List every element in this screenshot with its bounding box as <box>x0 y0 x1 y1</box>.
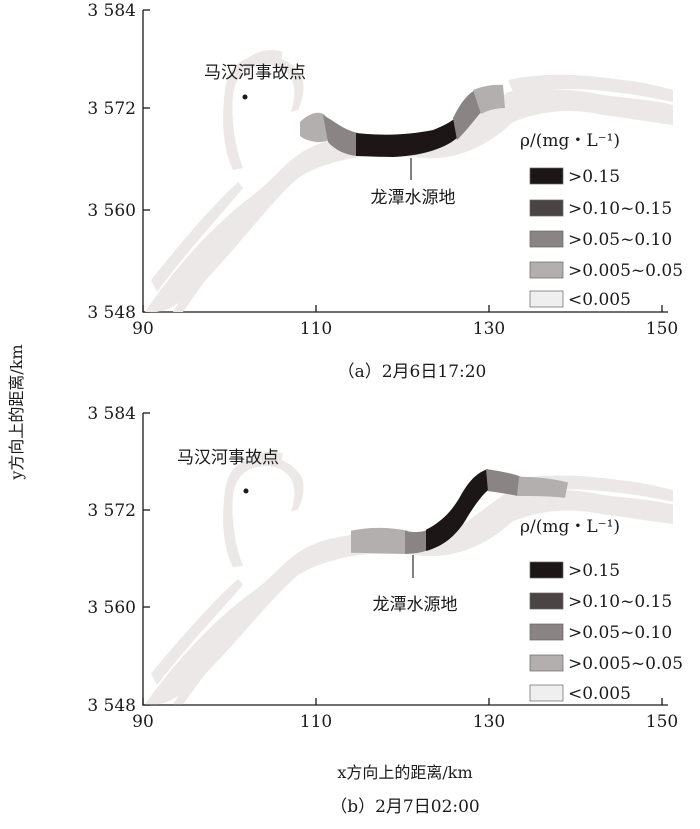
source-label: 龙潭水源地 <box>373 595 458 615</box>
legend-label: >0.05~0.10 <box>568 623 672 643</box>
legend-title: ρ/(mg・L⁻¹) <box>520 517 620 537</box>
legend-swatch <box>529 167 564 185</box>
legend-swatch <box>529 199 564 217</box>
x-tick-label: 90 <box>132 319 154 339</box>
legend-swatch <box>529 684 564 702</box>
legend-swatch <box>529 654 564 672</box>
y-tick-label: 3 584 <box>87 404 136 424</box>
x-tick-label: 150 <box>646 712 678 732</box>
plume-mid <box>323 115 358 156</box>
panel-b-caption: （b）2月7日02:00 <box>330 797 480 817</box>
x-tick-label: 150 <box>646 319 678 339</box>
legend-swatch <box>529 261 564 279</box>
y-tick-label: 3 548 <box>87 696 136 716</box>
legend-label: >0.005~0.05 <box>568 261 683 281</box>
panel-a-river <box>145 50 673 312</box>
y-tick-label: 3 572 <box>87 501 136 521</box>
x-tick-label: 110 <box>300 712 332 732</box>
legend: ρ/(mg・L⁻¹) >0.15 >0.10~0.15 >0.05~0.10 >… <box>520 131 683 310</box>
legend-label: >0.005~0.05 <box>568 654 683 674</box>
legend-swatch <box>529 592 564 610</box>
x-tick-label: 130 <box>473 712 505 732</box>
panel-b: 3 584 3 572 3 560 3 548 90 110 130 150 马… <box>87 404 683 817</box>
legend-title: ρ/(mg・L⁻¹) <box>520 131 620 151</box>
y-tick-label: 3 560 <box>87 598 136 618</box>
legend-swatch <box>529 230 564 248</box>
panel-a: 3 584 3 572 3 560 3 548 90 110 130 150 马… <box>87 1 683 382</box>
y-tick-label: 3 548 <box>87 303 136 323</box>
legend-swatch <box>529 290 564 308</box>
accident-point <box>242 94 248 100</box>
legend: ρ/(mg・L⁻¹) >0.15 >0.10~0.15 >0.05~0.10 >… <box>520 517 683 704</box>
x-tick-label: 130 <box>473 319 505 339</box>
panel-a-axes <box>142 9 668 313</box>
legend-label: <0.005 <box>568 290 631 310</box>
legend-label: >0.15 <box>568 561 620 581</box>
legend-label: >0.05~0.10 <box>568 230 672 250</box>
accident-point <box>243 488 249 494</box>
panel-b-river <box>145 451 673 705</box>
plume-mid <box>453 90 481 140</box>
y-tick-label: 3 584 <box>87 1 136 21</box>
panel-b-axes <box>142 412 668 706</box>
plume-low <box>517 476 568 498</box>
plume-high <box>426 468 488 551</box>
legend-label: >0.10~0.15 <box>568 199 672 219</box>
y-tick-label: 3 572 <box>87 99 136 119</box>
legend-swatch <box>529 623 564 641</box>
x-tick-label: 90 <box>132 712 154 732</box>
plume-high <box>356 118 457 157</box>
plume-low <box>300 112 329 143</box>
plume-low <box>351 527 408 554</box>
source-label: 龙潭水源地 <box>371 188 456 208</box>
plume-low <box>473 84 505 114</box>
x-axis-label: x方向上的距离/km <box>337 763 472 782</box>
y-axis-label: y方向上的距离/km <box>7 344 26 480</box>
legend-label: >0.15 <box>568 167 620 187</box>
plume-mid <box>405 529 428 554</box>
legend-label: >0.10~0.15 <box>568 592 672 612</box>
legend-swatch <box>529 561 564 579</box>
y-tick-label: 3 560 <box>87 201 136 221</box>
panel-a-caption: （a）2月6日17:20 <box>338 362 487 382</box>
legend-label: <0.005 <box>568 684 631 704</box>
accident-label: 马汉河事故点 <box>177 448 279 468</box>
x-tick-label: 110 <box>300 319 332 339</box>
plume-mid <box>486 468 521 496</box>
accident-label: 马汉河事故点 <box>204 63 306 83</box>
